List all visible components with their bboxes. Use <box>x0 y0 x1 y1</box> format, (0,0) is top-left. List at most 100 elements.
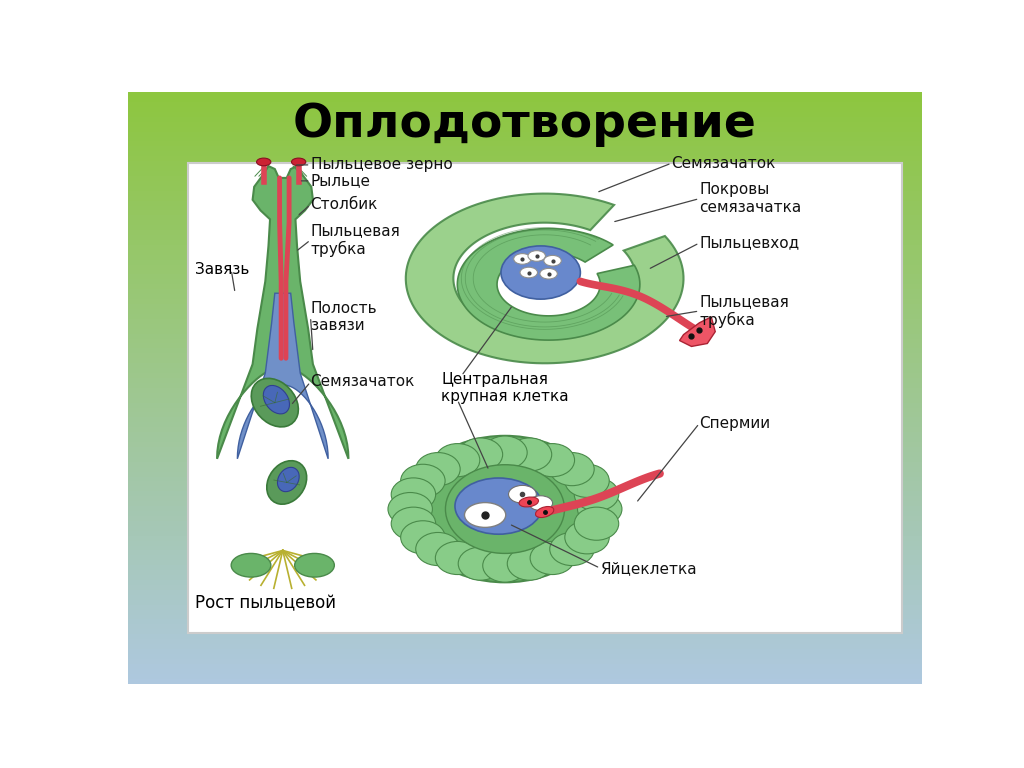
Bar <box>128 502 922 506</box>
Bar <box>128 427 922 432</box>
Bar <box>128 240 922 245</box>
Bar <box>128 432 922 437</box>
Bar <box>128 629 922 634</box>
Bar <box>128 614 922 620</box>
Bar <box>128 250 922 255</box>
Bar <box>128 368 922 373</box>
Bar <box>128 575 922 580</box>
Bar <box>128 190 922 196</box>
Text: Оплодотворение: Оплодотворение <box>293 102 757 147</box>
Ellipse shape <box>501 246 581 299</box>
Ellipse shape <box>520 267 538 278</box>
Bar <box>128 186 922 190</box>
Bar <box>128 314 922 319</box>
Bar <box>128 580 922 585</box>
Text: Семязачаток: Семязачаток <box>672 156 776 170</box>
Bar <box>187 163 902 634</box>
Bar <box>128 467 922 472</box>
Bar <box>128 531 922 536</box>
Bar <box>128 472 922 476</box>
Text: Пыльцевая
трубка: Пыльцевая трубка <box>699 294 790 328</box>
Bar <box>128 137 922 141</box>
Circle shape <box>391 507 435 540</box>
Circle shape <box>550 532 594 565</box>
Bar <box>128 620 922 624</box>
Text: Покровы
семязачатка: Покровы семязачатка <box>699 183 802 215</box>
Bar <box>128 161 922 166</box>
Bar <box>128 679 922 684</box>
Circle shape <box>507 547 552 580</box>
Ellipse shape <box>514 253 531 264</box>
Circle shape <box>445 465 564 554</box>
Ellipse shape <box>465 502 506 528</box>
Polygon shape <box>406 194 683 363</box>
Bar <box>128 329 922 333</box>
Bar <box>128 486 922 492</box>
Circle shape <box>435 444 480 477</box>
Bar <box>128 112 922 117</box>
Bar <box>128 516 922 521</box>
Bar <box>128 156 922 161</box>
Bar <box>128 215 922 220</box>
Text: Полость
завязи: Полость завязи <box>310 301 377 333</box>
Bar <box>128 649 922 654</box>
Circle shape <box>574 507 618 540</box>
Bar <box>128 304 922 309</box>
Ellipse shape <box>292 158 306 166</box>
Circle shape <box>530 541 574 574</box>
Polygon shape <box>680 317 715 346</box>
Circle shape <box>574 478 618 511</box>
Ellipse shape <box>528 496 553 511</box>
Text: Рыльце: Рыльце <box>310 174 371 188</box>
Ellipse shape <box>278 468 299 492</box>
Circle shape <box>458 547 503 580</box>
Circle shape <box>400 521 445 554</box>
Text: Семязачаток: Семязачаток <box>310 375 415 389</box>
Bar <box>128 496 922 502</box>
Bar <box>128 555 922 561</box>
Circle shape <box>507 438 552 471</box>
Bar <box>128 561 922 565</box>
Bar <box>128 669 922 674</box>
Ellipse shape <box>528 250 546 261</box>
Bar <box>128 536 922 541</box>
Circle shape <box>388 492 432 525</box>
Bar <box>128 300 922 304</box>
Bar <box>128 176 922 181</box>
Text: Пыльцевход: Пыльцевход <box>699 236 800 250</box>
Bar <box>128 141 922 147</box>
Text: Пыльцевая
трубка: Пыльцевая трубка <box>310 223 400 257</box>
Bar <box>128 200 922 206</box>
Bar <box>128 462 922 467</box>
Bar <box>128 92 922 97</box>
Ellipse shape <box>509 485 537 503</box>
Bar <box>128 97 922 102</box>
Text: Спермии: Спермии <box>699 415 770 431</box>
Ellipse shape <box>544 256 561 266</box>
Bar <box>128 131 922 137</box>
Bar <box>128 570 922 575</box>
Bar <box>128 551 922 555</box>
Bar <box>128 206 922 210</box>
Bar <box>128 324 922 329</box>
Polygon shape <box>458 229 640 340</box>
Bar <box>128 181 922 186</box>
Bar <box>128 526 922 531</box>
Bar <box>128 654 922 659</box>
Bar <box>128 171 922 176</box>
Bar <box>128 378 922 383</box>
Bar <box>128 333 922 339</box>
Polygon shape <box>238 293 328 458</box>
Bar <box>128 260 922 265</box>
Bar <box>128 235 922 240</box>
Bar <box>128 388 922 392</box>
Circle shape <box>416 532 460 565</box>
Bar <box>128 392 922 398</box>
Circle shape <box>530 444 574 477</box>
Circle shape <box>482 549 527 582</box>
Text: Яйцеклетка: Яйцеклетка <box>600 561 696 576</box>
Polygon shape <box>217 166 348 458</box>
Bar <box>128 624 922 629</box>
Bar <box>128 294 922 299</box>
Bar <box>128 151 922 156</box>
